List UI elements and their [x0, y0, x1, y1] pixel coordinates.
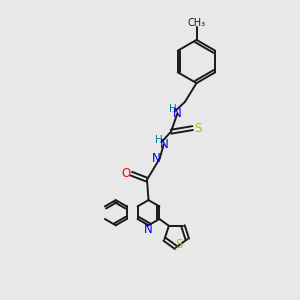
Text: N: N	[173, 107, 182, 120]
Text: S: S	[175, 238, 183, 251]
Text: S: S	[194, 122, 202, 135]
Text: N: N	[159, 138, 168, 151]
Text: O: O	[122, 167, 130, 180]
Text: CH₃: CH₃	[188, 17, 206, 28]
Text: N: N	[144, 223, 153, 236]
Text: H: H	[169, 104, 176, 114]
Text: N: N	[152, 152, 160, 165]
Text: H: H	[154, 135, 162, 145]
